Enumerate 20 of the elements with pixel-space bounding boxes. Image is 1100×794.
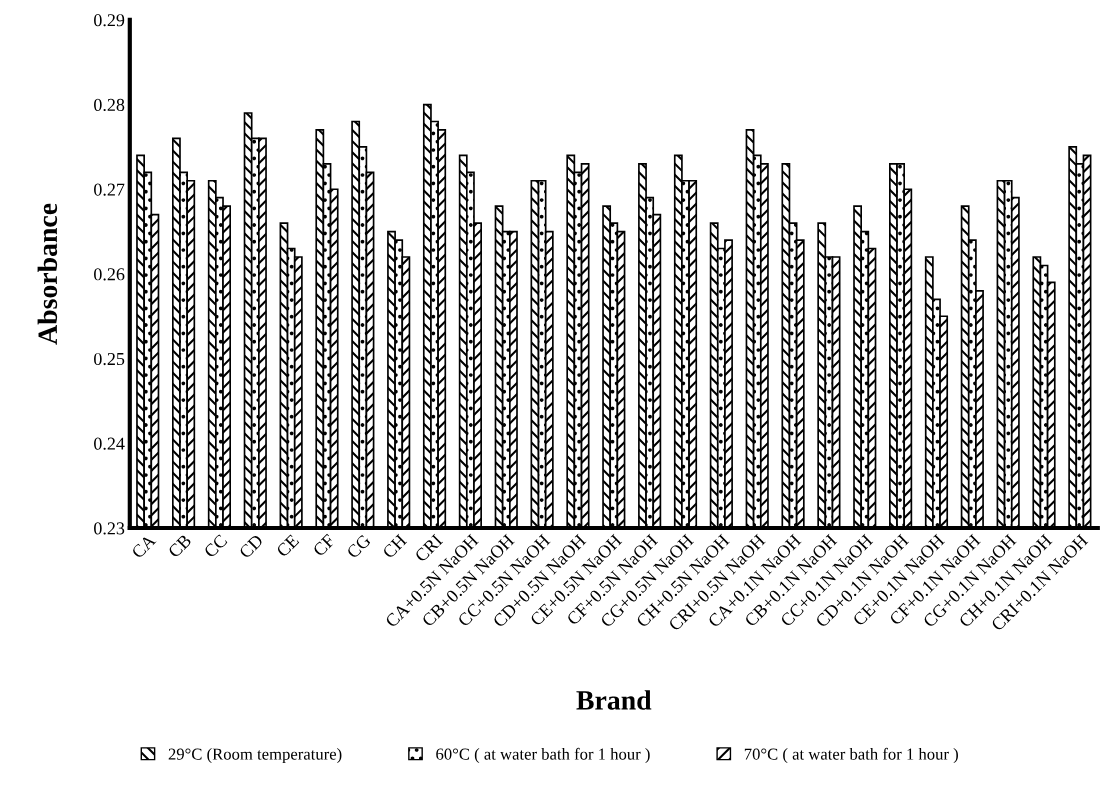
x-axis-title: Brand [576,690,652,710]
x-tick-label: CH [381,533,408,560]
y-tick-label: 0.27 [94,183,125,196]
x-tick-label: CA [130,533,157,560]
y-tick-label: 0.28 [94,98,125,112]
y-axis-title: Absorbance [37,203,58,345]
x-tick-label: CB [167,533,192,559]
y-tick-label: 0.25 [94,352,125,366]
legend-label: 60°C ( at water bath for 1 hour ) [436,747,650,764]
y-tick-label: 0.29 [94,14,125,27]
x-tick-label: CF [312,533,336,557]
x-tick-label: CC [203,533,228,559]
x-tick-label: CE [275,533,300,558]
y-tick-label: 0.26 [94,268,125,281]
legend-label: 70°C ( at water bath for 1 hour ) [744,747,958,764]
y-tick-label: 0.24 [94,437,125,450]
legend-label: 29°C (Room temperature) [168,748,342,764]
x-tick-label: CG [346,533,372,560]
y-tick-label: 0.23 [94,522,125,535]
x-tick-label: CD [238,533,264,560]
